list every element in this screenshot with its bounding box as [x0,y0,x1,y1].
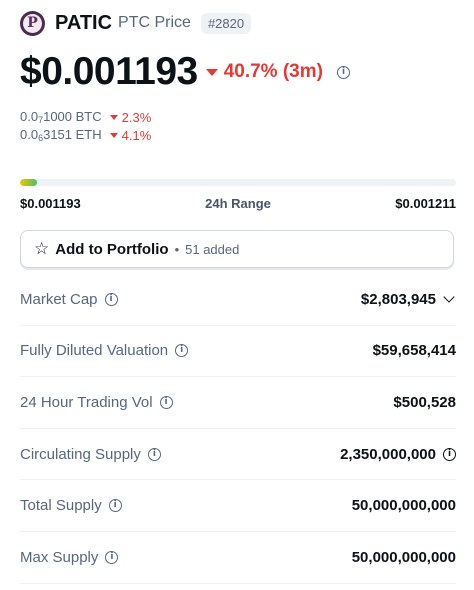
range-label: 24h Range [205,196,271,211]
btc-price-rest: 1000 BTC [43,109,102,124]
stat-row-max-supply: Max Supply i 50,000,000,000 [20,532,456,584]
add-to-portfolio-button[interactable]: ☆ Add to Portfolio • 51 added [20,230,454,268]
alt-prices: 0.071000 BTC 2.3% 0.063151 ETH 4.1% [20,108,151,144]
chevron-down-icon[interactable] [443,291,455,303]
coin-name: PATIC [55,11,113,34]
btc-price-prefix: 0.0 [20,109,39,124]
coin-header: P PATIC PTC Price #2820 [20,10,252,36]
range-bar-fill [20,179,38,186]
stat-label-text: Circulating Supply [20,445,141,463]
eth-price-zeros: 6 [38,133,44,143]
btc-change-value: 2.3% [121,109,152,125]
eth-price-rest: 3151 ETH [43,127,102,142]
stat-value-text: 2,350,000,000 [340,445,436,463]
eth-price: 0.063151 ETH [20,127,102,143]
stat-row-circulating-supply: Circulating Supply i 2,350,000,000 i [20,429,456,481]
stat-label-circulating-supply: Circulating Supply i [20,446,161,463]
caret-down-icon [205,69,218,76]
info-icon[interactable]: i [108,499,122,513]
stat-value-circulating-supply: 2,350,000,000 i [340,446,456,463]
info-icon[interactable]: i [105,550,119,564]
portfolio-separator: • [174,241,180,257]
stat-value-text: 50,000,000,000 [351,548,456,566]
price-change: 40.7% (3m) [205,61,323,83]
stat-value-text: 50,000,000,000 [351,497,456,515]
btc-price-zeros: 7 [38,115,44,125]
range-high: $0.001211 [395,196,456,211]
stat-label-max-supply: Max Supply i [20,548,119,566]
stat-value-trading-vol: $500,528 [393,394,456,411]
stat-value-total-supply: 50,000,000,000 [352,497,456,514]
coin-subtitle: PTC Price [118,14,191,31]
stat-label-fdv: Fully Diluted Valuation i [20,342,189,360]
info-icon[interactable]: i [336,65,350,79]
stat-label-text: Fully Diluted Valuation [20,342,169,360]
price-row: $0.001193 40.7% (3m) i [20,50,350,94]
info-icon[interactable]: i [159,395,173,409]
range-bar [20,179,456,186]
info-icon[interactable]: i [104,292,118,306]
star-icon: ☆ [34,238,50,259]
eth-price-row: 0.063151 ETH 4.1% [20,126,151,144]
eth-price-prefix: 0.0 [20,127,39,142]
current-price: $0.001193 [20,50,198,93]
range-labels: $0.001193 24h Range $0.001211 [20,196,456,211]
stat-value-text: $2,803,945 [360,290,436,308]
stat-label-total-supply: Total Supply i [20,497,122,514]
stat-row-trading-vol: 24 Hour Trading Vol i $500,528 [20,377,456,429]
coin-logo-letter: P [23,13,42,33]
caret-down-icon [109,133,118,138]
stat-label-trading-vol: 24 Hour Trading Vol i [20,394,173,411]
btc-price-row: 0.071000 BTC 2.3% [20,108,151,126]
coin-logo-icon: P [20,10,45,36]
eth-change: 4.1% [109,127,152,143]
rank-badge: #2820 [200,12,252,34]
portfolio-added-count: 51 added [185,241,240,257]
eth-change-value: 4.1% [121,127,152,143]
info-icon[interactable]: i [175,344,189,358]
stat-row-fdv: Fully Diluted Valuation i $59,658,414 [20,326,456,378]
stat-row-market-cap: Market Cap i $2,803,945 [20,274,456,326]
info-icon[interactable]: i [147,447,161,461]
stat-label-text: Total Supply [20,497,102,515]
stat-label-market-cap: Market Cap i [20,291,118,308]
btc-price: 0.071000 BTC [20,109,102,125]
stat-row-total-supply: Total Supply i 50,000,000,000 [20,480,456,532]
caret-down-icon [109,115,118,120]
stats-table: Market Cap i $2,803,945 Fully Diluted Va… [20,274,456,584]
info-icon[interactable]: i [443,447,456,461]
stat-label-text: 24 Hour Trading Vol [20,393,153,411]
stat-value-max-supply: 50,000,000,000 [352,549,456,566]
stat-label-text: Market Cap [20,290,98,308]
stat-label-text: Max Supply [20,548,99,566]
range-low: $0.001193 [20,196,81,211]
stat-value-text: $59,658,414 [372,342,456,360]
portfolio-label: Add to Portfolio [55,240,169,258]
price-change-value: 40.7% (3m) [223,61,323,82]
stat-value-fdv: $59,658,414 [373,342,456,359]
btc-change: 2.3% [109,109,152,125]
stat-value-market-cap[interactable]: $2,803,945 [361,291,456,308]
stat-value-text: $500,528 [393,393,456,411]
